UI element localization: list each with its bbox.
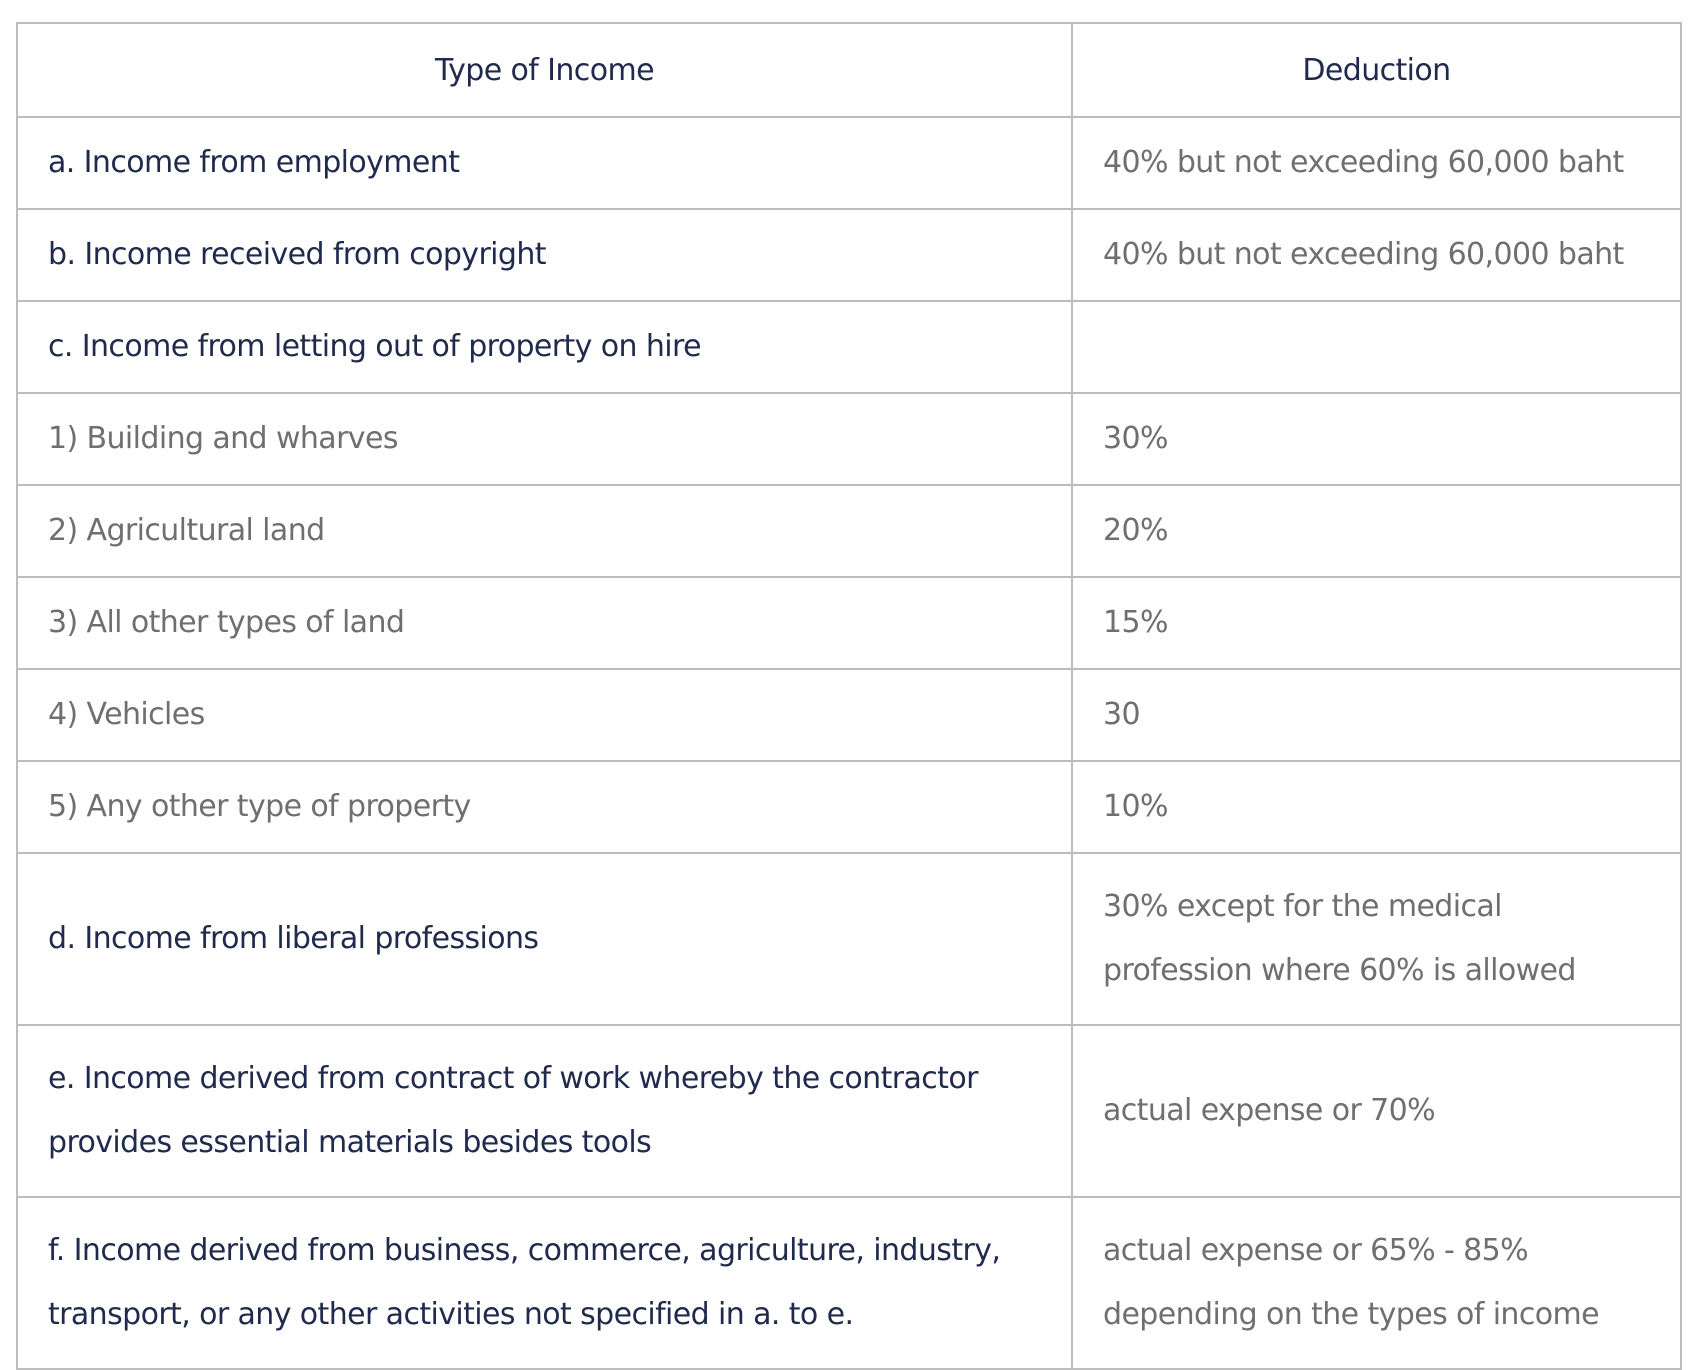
income-subtype-cell: 4) Vehicles — [16, 668, 1073, 762]
income-type-cell: e. Income derived from contract of work … — [16, 1024, 1073, 1198]
table-row: e. Income derived from contract of work … — [16, 1024, 1682, 1198]
income-type-cell: c. Income from letting out of property o… — [16, 300, 1073, 394]
deduction-cell: 20% — [1071, 484, 1682, 578]
table-header-row: Type of Income Deduction — [16, 22, 1682, 118]
deduction-cell: 30 — [1071, 668, 1682, 762]
header-deduction: Deduction — [1071, 22, 1682, 118]
deduction-cell: 40% but not exceeding 60,000 baht — [1071, 208, 1682, 302]
table-row: 2) Agricultural land 20% — [16, 484, 1682, 578]
table-row: 1) Building and wharves 30% — [16, 392, 1682, 486]
income-deduction-table: Type of Income Deduction a. Income from … — [16, 22, 1682, 1370]
table-row: c. Income from letting out of property o… — [16, 300, 1682, 394]
income-type-cell: a. Income from employment — [16, 116, 1073, 210]
table-row: a. Income from employment 40% but not ex… — [16, 116, 1682, 210]
table-row: f. Income derived from business, commerc… — [16, 1196, 1682, 1370]
deduction-cell: 30% except for the medical profession wh… — [1071, 852, 1682, 1026]
deduction-cell — [1071, 300, 1682, 394]
income-type-cell: d. Income from liberal professions — [16, 852, 1073, 1026]
income-deduction-table-container: Type of Income Deduction a. Income from … — [16, 22, 1682, 1370]
deduction-cell: actual expense or 70% — [1071, 1024, 1682, 1198]
income-subtype-cell: 3) All other types of land — [16, 576, 1073, 670]
deduction-cell: 15% — [1071, 576, 1682, 670]
income-subtype-cell: 1) Building and wharves — [16, 392, 1073, 486]
header-type-of-income: Type of Income — [16, 22, 1073, 118]
income-subtype-cell: 2) Agricultural land — [16, 484, 1073, 578]
table-row: b. Income received from copyright 40% bu… — [16, 208, 1682, 302]
income-type-cell: b. Income received from copyright — [16, 208, 1073, 302]
table-row: 5) Any other type of property 10% — [16, 760, 1682, 854]
deduction-cell: 10% — [1071, 760, 1682, 854]
table-row: 3) All other types of land 15% — [16, 576, 1682, 670]
income-type-cell: f. Income derived from business, commerc… — [16, 1196, 1073, 1370]
table-row: d. Income from liberal professions 30% e… — [16, 852, 1682, 1026]
income-subtype-cell: 5) Any other type of property — [16, 760, 1073, 854]
table-row: 4) Vehicles 30 — [16, 668, 1682, 762]
deduction-cell: 40% but not exceeding 60,000 baht — [1071, 116, 1682, 210]
deduction-cell: actual expense or 65% - 85% depending on… — [1071, 1196, 1682, 1370]
deduction-cell: 30% — [1071, 392, 1682, 486]
